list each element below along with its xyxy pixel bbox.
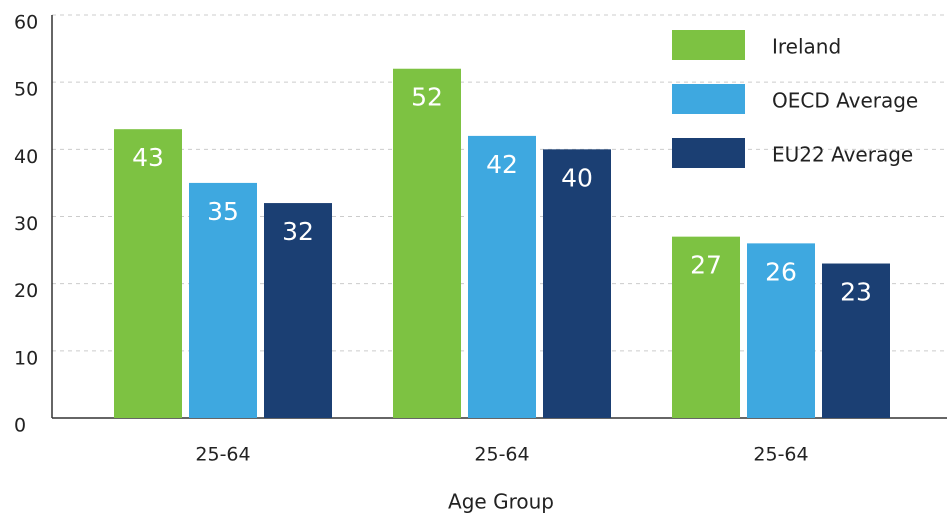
y-tick-label: 0 [14, 415, 26, 437]
legend-swatch [672, 30, 745, 60]
y-tick-label: 60 [14, 12, 38, 34]
y-tick-label: 30 [14, 213, 38, 235]
value-label: 43 [132, 143, 164, 172]
bar [747, 243, 815, 418]
x-axis-title: Age Group [448, 490, 554, 514]
x-tick-label: 25-64 [753, 444, 808, 466]
value-label: 42 [486, 150, 518, 179]
x-tick-label: 25-64 [474, 444, 529, 466]
legend-label: EU22 Average [772, 143, 913, 167]
legend-swatch [672, 138, 745, 168]
value-label: 23 [840, 278, 872, 307]
value-label: 35 [207, 197, 239, 226]
y-tick-label: 40 [14, 146, 38, 168]
bar [264, 203, 332, 418]
y-tick-label: 20 [14, 280, 38, 302]
bar [822, 263, 890, 418]
bar [114, 129, 182, 418]
bar [468, 135, 536, 418]
value-label: 40 [561, 163, 593, 192]
legend-label: Ireland [772, 35, 841, 59]
y-tick-label: 50 [14, 79, 38, 101]
legend-swatch [672, 84, 745, 114]
value-label: 27 [690, 251, 722, 280]
x-tick-label: 25-64 [195, 444, 250, 466]
bar [543, 149, 611, 419]
legend-label: OECD Average [772, 89, 918, 113]
value-label: 32 [282, 217, 314, 246]
bar [189, 182, 257, 418]
value-label: 52 [411, 83, 443, 112]
value-label: 26 [765, 257, 797, 286]
bar [393, 68, 461, 418]
bar [672, 236, 740, 418]
y-tick-label: 10 [14, 347, 38, 369]
